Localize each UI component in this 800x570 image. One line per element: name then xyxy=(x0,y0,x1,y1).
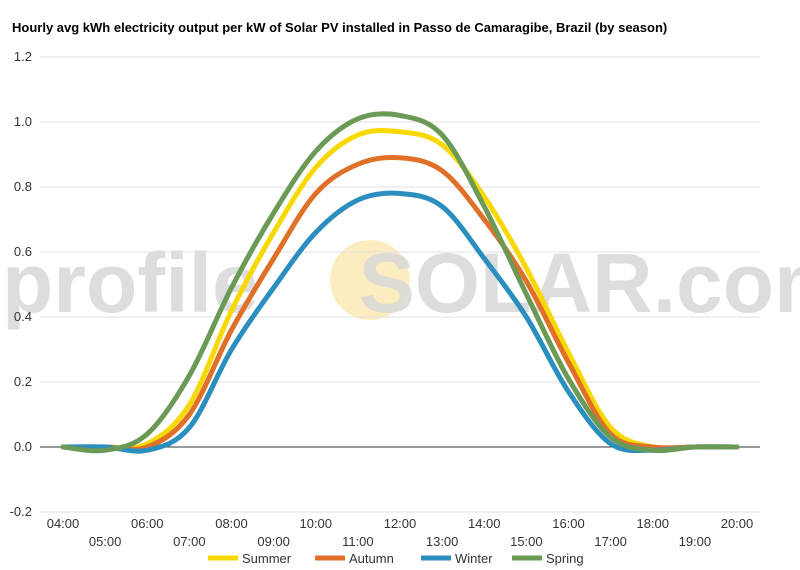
watermark-text: profile SOLAR.com xyxy=(2,236,800,330)
x-tick-label: 11:00 xyxy=(342,534,374,549)
y-tick-label: 0.8 xyxy=(14,179,32,194)
chart-title: Hourly avg kWh electricity output per kW… xyxy=(12,20,668,35)
x-tick-label: 05:00 xyxy=(89,534,122,549)
x-tick-label: 18:00 xyxy=(636,516,669,531)
x-tick-label: 15:00 xyxy=(510,534,543,549)
x-tick-label: 09:00 xyxy=(257,534,290,549)
y-tick-label: 0.6 xyxy=(14,244,32,259)
legend-label-summer: Summer xyxy=(242,551,292,566)
x-tick-label: 20:00 xyxy=(721,516,754,531)
x-tick-label: 08:00 xyxy=(215,516,248,531)
y-tick-label: -0.2 xyxy=(10,504,32,519)
y-tick-label: 1.0 xyxy=(14,114,32,129)
legend-label-spring: Spring xyxy=(546,551,584,566)
x-tick-label: 10:00 xyxy=(299,516,332,531)
x-tick-label: 06:00 xyxy=(131,516,164,531)
legend-label-winter: Winter xyxy=(455,551,493,566)
x-tick-label: 16:00 xyxy=(552,516,585,531)
x-tick-label: 12:00 xyxy=(384,516,417,531)
x-tick-label: 07:00 xyxy=(173,534,206,549)
watermark-sun xyxy=(330,240,410,320)
x-axis-ticks: 04:00 05:00 06:00 07:00 08:00 09:00 10:00 11:00… xyxy=(47,516,754,549)
x-tick-label: 17:00 xyxy=(594,534,627,549)
legend-label-autumn: Autumn xyxy=(349,551,394,566)
series-line-spring xyxy=(60,111,740,454)
y-tick-label: 0.4 xyxy=(14,309,32,324)
y-tick-label: 0.2 xyxy=(14,374,32,389)
y-axis-ticks: -0.2 0.0 0.2 0.4 0.6 0.8 1.0 1.2 xyxy=(10,49,32,519)
series-line-winter xyxy=(60,190,740,454)
series-line-summer xyxy=(60,127,740,451)
watermark: profile SOLAR.com xyxy=(2,236,800,330)
series-lines xyxy=(60,111,740,454)
x-tick-label: 04:00 xyxy=(47,516,80,531)
x-tick-label: 13:00 xyxy=(426,534,459,549)
x-tick-label: 14:00 xyxy=(468,516,501,531)
legend: Summer Autumn Winter Spring xyxy=(208,551,584,566)
y-tick-label: 1.2 xyxy=(14,49,32,64)
x-tick-label: 19:00 xyxy=(679,534,712,549)
y-tick-label: 0.0 xyxy=(14,439,32,454)
